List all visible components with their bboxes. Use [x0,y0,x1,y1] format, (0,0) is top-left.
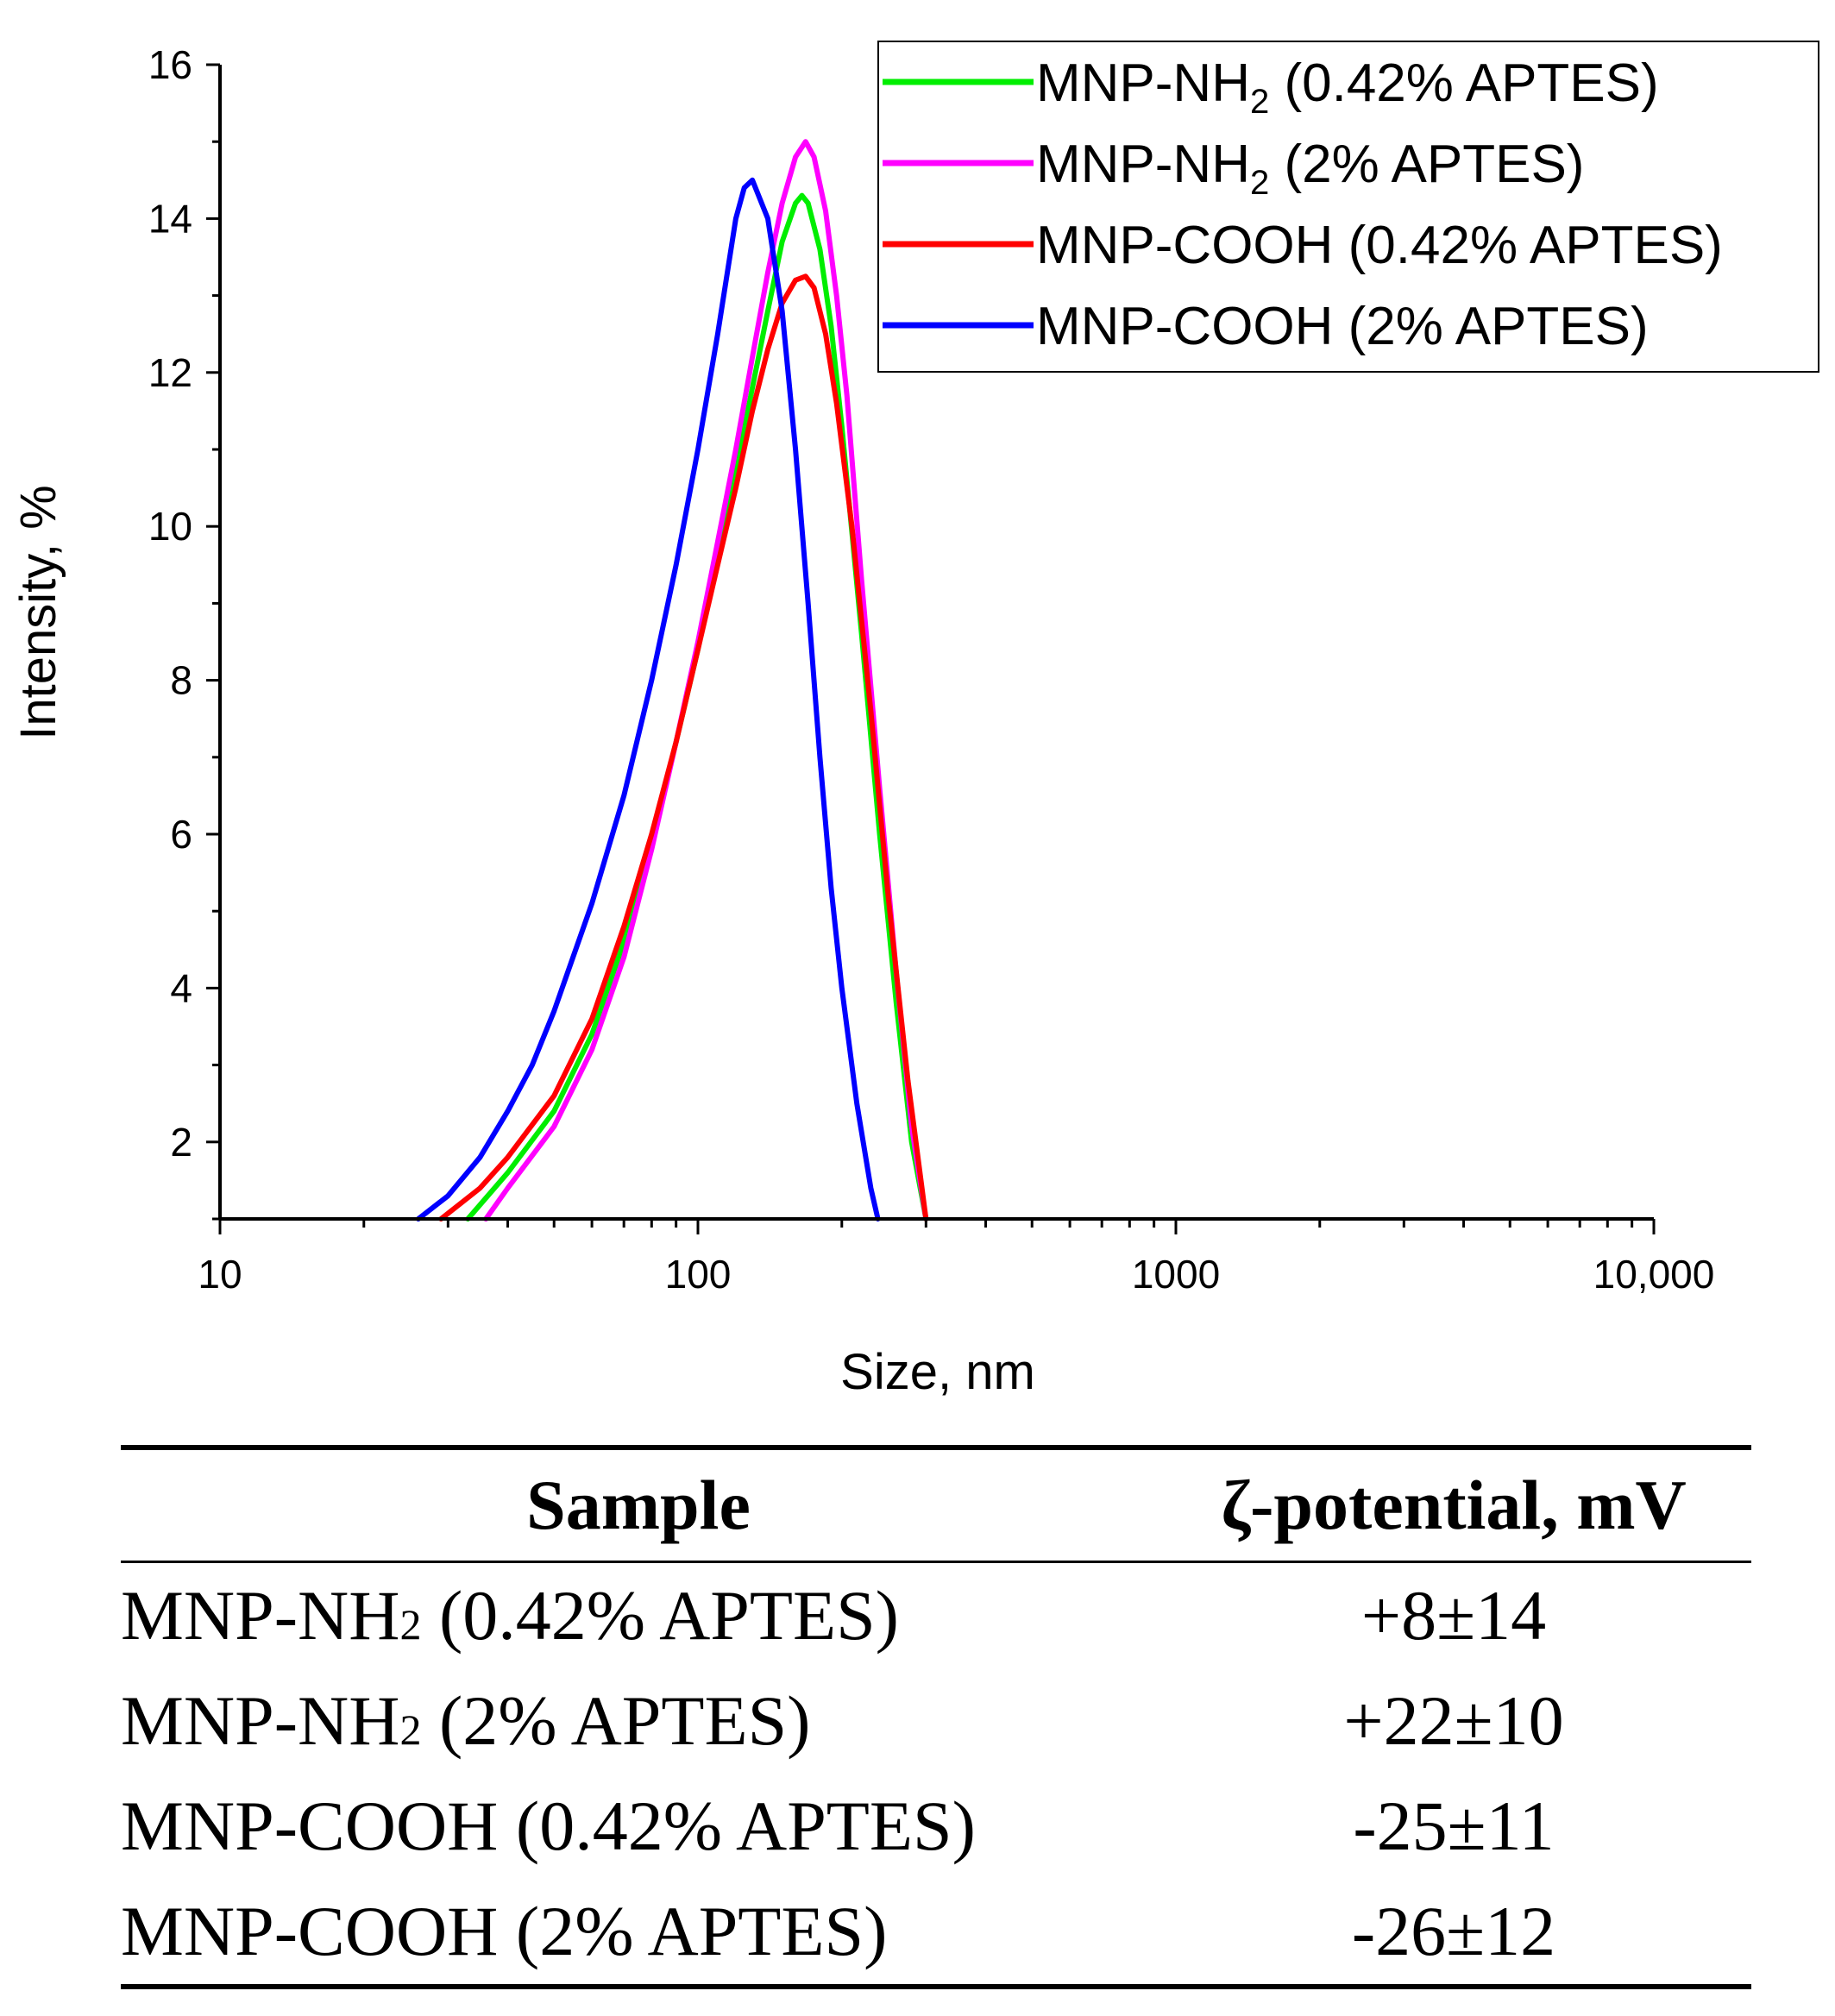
zeta-value-cell: -26±12 [1351,1892,1556,1970]
series-line-2 [483,139,929,1222]
dls-size-distribution-chart: 2 4 6 8 10 12 14 16 10 100 1000 10,000 Size, nm Int… [10,41,1819,1400]
y-tick-label: 2 [170,1120,192,1165]
zeta-value-cell: -25±11 [1353,1787,1555,1865]
legend-label-2: MNP-NH2 (2% APTES) [1036,135,1584,202]
header-zeta-potential: ζ-potential, mV [1221,1466,1687,1544]
y-axis-title: Intensity, % [10,485,66,740]
header-sample: Sample [526,1466,751,1544]
table-row: MNP-NH2 (2% APTES) +22±10 [121,1668,1751,1774]
x-tick-label: 1000 [1132,1252,1220,1297]
series-line-4 [415,177,881,1222]
sample-name-main: MNP-NH [121,1576,400,1655]
table-row: MNP-NH2 (0.42% APTES) +8±14 [121,1562,1751,1669]
y-tick-label: 8 [170,658,192,703]
axes-group [218,65,1654,1221]
y-tick-label: 16 [148,42,192,87]
legend-label-1: MNP-NH2 (0.42% APTES) [1036,53,1659,121]
x-tick-label: 10 [198,1252,242,1297]
ticks-group: 2 4 6 8 10 12 14 16 10 100 1000 10,000 [148,42,1715,1297]
x-tick-label: 100 [665,1252,732,1297]
sample-name-cell: MNP-COOH (0.42% APTES) [121,1774,1156,1879]
y-tick-label: 6 [170,812,192,857]
sample-name-subscript: 2 [399,1705,422,1754]
y-tick-label: 12 [148,350,192,395]
sample-name-main: MNP-COOH (0.42% APTES) [121,1787,976,1865]
legend-box [877,41,1819,373]
sample-name-tail: (0.42% APTES) [421,1576,899,1655]
series-line-1 [465,192,929,1222]
legend: MNP-NH2 (0.42% APTES) MNP-NH2 (2% APTES) M… [877,41,1819,373]
sample-name-cell: MNP-COOH (2% APTES) [121,1879,1156,1987]
x-tick-label: 10,000 [1593,1252,1715,1297]
table-header-row: Sample ζ-potential, mV [121,1448,1751,1562]
x-axis-title: Size, nm [840,1344,1035,1400]
y-tick-label: 10 [148,504,192,549]
sample-name-main: MNP-COOH (2% APTES) [121,1892,888,1970]
sample-name-main: MNP-NH [121,1681,400,1760]
sample-name-cell: MNP-NH2 (2% APTES) [121,1668,1156,1774]
plot-series-group [415,139,929,1222]
zeta-potential-table: Sample ζ-potential, mV MNP-NH2 (0.42% AP… [121,1445,1751,1989]
sample-name-tail: (2% APTES) [421,1681,811,1760]
series-line-3 [438,273,929,1222]
table-row: MNP-COOH (2% APTES) -26±12 [121,1879,1751,1987]
legend-label-4: MNP-COOH (2% APTES) [1036,297,1649,356]
zeta-value-cell: +8±14 [1361,1576,1547,1655]
table-row: MNP-COOH (0.42% APTES) -25±11 [121,1774,1751,1879]
y-tick-label: 4 [170,965,192,1010]
sample-name-cell: MNP-NH2 (0.42% APTES) [121,1562,1156,1669]
sample-name-subscript: 2 [399,1600,422,1649]
y-tick-label: 14 [148,196,192,241]
legend-label-3: MNP-COOH (0.42% APTES) [1036,216,1723,275]
zeta-value-cell: +22±10 [1343,1681,1564,1760]
